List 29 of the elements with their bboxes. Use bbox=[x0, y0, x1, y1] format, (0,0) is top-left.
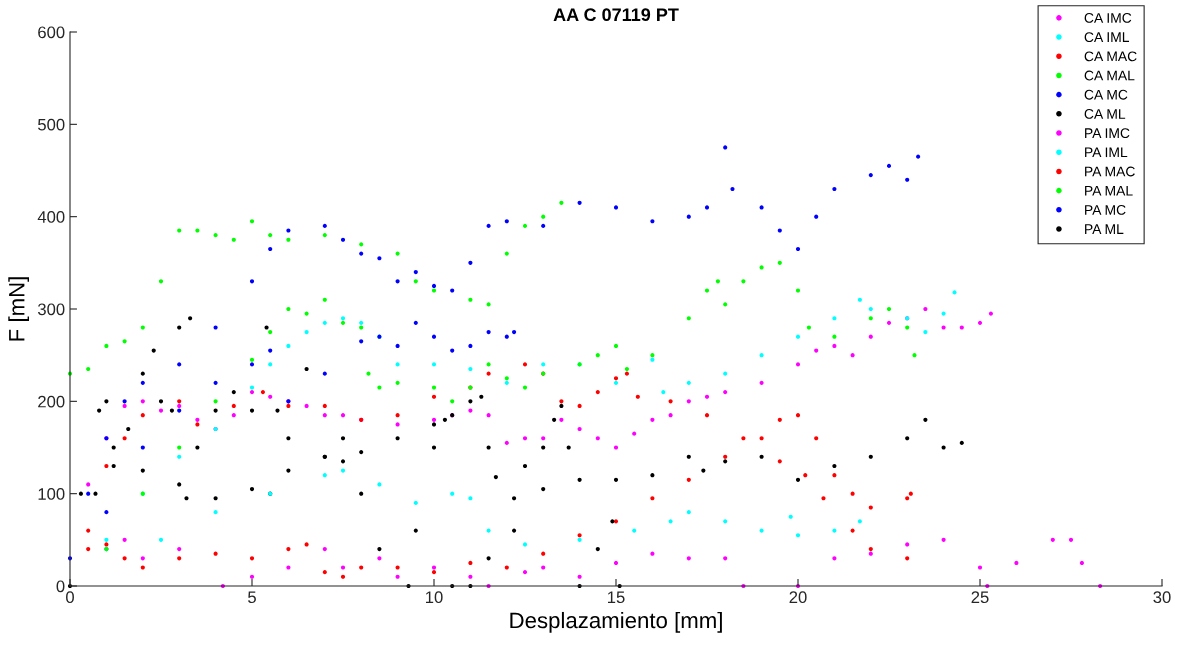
legend-label: PA MAC bbox=[1085, 166, 1135, 177]
legend-label: CA MAL bbox=[1084, 70, 1135, 81]
legend-label: CA MAC bbox=[1084, 51, 1137, 62]
x-axis-title: Desplazamiento [mm] bbox=[510, 611, 722, 633]
legend-label: CA IML bbox=[1084, 32, 1130, 43]
y-tick-label: 0 bbox=[56, 580, 65, 593]
x-tick-label: 5 bbox=[248, 591, 256, 604]
x-tick-label: 10 bbox=[426, 591, 443, 604]
y-axis-title: F [mN] bbox=[8, 277, 29, 341]
legend-label: CA MC bbox=[1084, 89, 1128, 100]
x-tick-label: 30 bbox=[1153, 591, 1171, 604]
legend-label: CA ML bbox=[1084, 109, 1126, 119]
y-tick-label: 500 bbox=[38, 118, 65, 131]
y-tick-label: 300 bbox=[37, 303, 65, 316]
y-tick-label: 200 bbox=[38, 395, 65, 408]
chart-title: AA C 07119 PT bbox=[553, 8, 679, 22]
x-tick-label: 15 bbox=[608, 591, 625, 604]
legend-label: PA ML bbox=[1085, 224, 1124, 234]
legend-label: PA MAL bbox=[1085, 185, 1133, 196]
x-tick-label: 0 bbox=[66, 591, 74, 604]
legend-label: PA IML bbox=[1085, 147, 1128, 158]
x-tick-label: 20 bbox=[789, 591, 807, 604]
legend-label: CA IMC bbox=[1084, 13, 1132, 23]
y-tick-label: 100 bbox=[38, 488, 65, 500]
legend-label: PA IMC bbox=[1085, 128, 1130, 139]
legend-label: PA MC bbox=[1085, 204, 1126, 215]
y-tick-label: 400 bbox=[37, 211, 65, 223]
y-tick-label: 600 bbox=[38, 26, 65, 39]
x-tick-label: 25 bbox=[971, 591, 989, 604]
